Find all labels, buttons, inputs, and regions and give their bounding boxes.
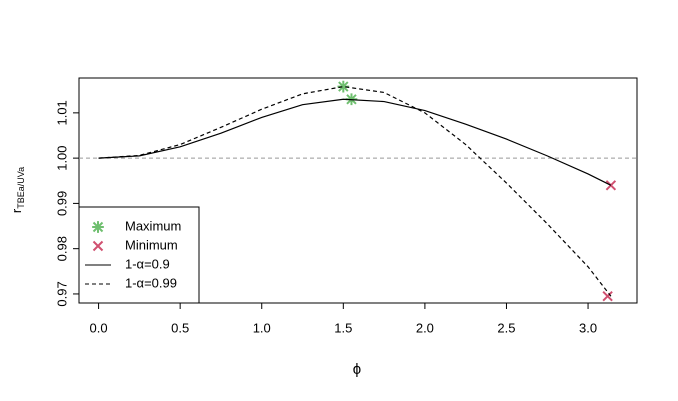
line [98,98,612,186]
point [605,180,617,191]
y-tick-label: 0.97 [54,281,69,306]
x-tick-label: 2.0 [416,320,434,335]
x-axis-label: ϕ [353,361,361,378]
x-tick-label: 2.5 [497,320,515,335]
point [92,221,104,233]
x-tick-label: 0.5 [171,320,189,335]
y-tick-label: 0.99 [54,191,69,216]
x-tick-label: 1.5 [334,320,352,335]
legend-label: 1-α=0.99 [125,275,177,290]
y-tick-label: 1.00 [54,145,69,170]
y-tick-label: 1.01 [54,100,69,125]
point [337,80,350,93]
point [602,291,613,302]
legend-label: Maximum [125,218,181,233]
y-tick-label: 0.98 [54,236,69,261]
legend-label: Minimum [125,237,178,252]
x-tick-label: 1.0 [253,320,271,335]
legend-label: 1-α=0.9 [125,256,170,271]
point [92,240,104,252]
line [98,85,612,297]
plot-frame [78,77,638,304]
y-label-main: r [9,208,24,213]
y-label-sub: TBEa/UVa [16,167,26,209]
x-tick-label: 0.0 [90,320,108,335]
y-axis-label: rTBEa/UVa [9,167,26,213]
x-tick-label: 3.0 [579,320,597,335]
